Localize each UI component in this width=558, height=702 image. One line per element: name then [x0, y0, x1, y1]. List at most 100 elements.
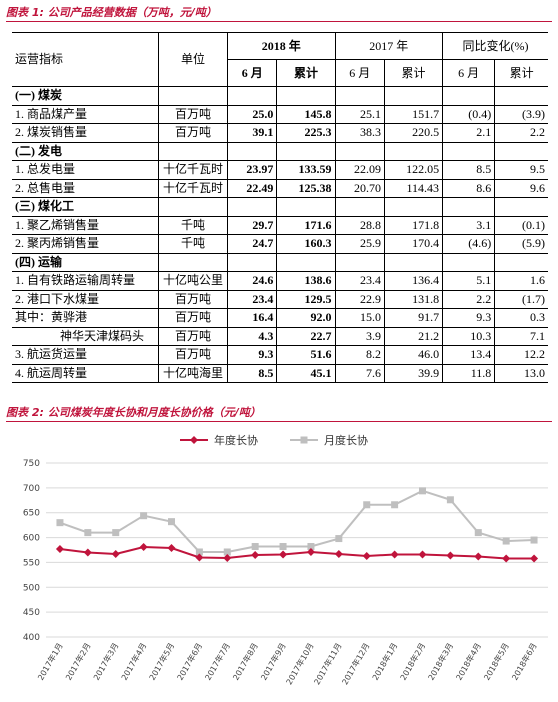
table-cell: 运营指标: [12, 32, 159, 87]
table-cell: 4. 航运周转量: [12, 364, 159, 383]
table-row: (四) 运输: [12, 253, 548, 272]
x-tick-label: 2017年7月: [203, 641, 232, 682]
table-cell: 45.1: [276, 364, 336, 383]
table-row: 运营指标 单位 2018 年 2017 年 同比变化(%): [12, 32, 548, 87]
point: [363, 501, 371, 509]
table-cell: [276, 197, 336, 216]
x-tick-label: 2017年6月: [175, 641, 204, 682]
table-row: 1. 自有铁路运输周转量 十亿吨公里 24.6 138.6 23.4 136.4 5.1 1.…: [12, 271, 548, 290]
table-row: 其中：黄骅港 百万吨 16.4 92.0 15.0 91.7 9.3 0.3: [12, 308, 548, 327]
table-cell: (0.1): [522, 217, 545, 232]
table-cell: 累计: [276, 59, 336, 87]
table-cell: [495, 253, 548, 272]
table-cell: 8.2: [335, 345, 385, 364]
table-cell: 51.6: [276, 345, 336, 364]
y-tick-label: 550: [23, 558, 40, 568]
point: [307, 543, 315, 551]
table-cell: 23.4: [227, 290, 278, 309]
table-cell: 8.5: [442, 160, 496, 179]
x-tick-label: 2017年1月: [35, 641, 64, 682]
point: [334, 549, 343, 558]
table-cell: 8.6: [442, 179, 496, 198]
table-cell: 28.8: [335, 216, 385, 235]
table-cell: 6 月: [335, 59, 385, 87]
table-cell: 125.38: [276, 179, 336, 198]
x-tick-label: 2018年1月: [370, 641, 399, 682]
point: [140, 512, 148, 520]
table-cell: 145.8: [276, 105, 336, 124]
table-row: 1. 聚乙烯销售量 千吨 29.7 171.6 28.8 171.8 3.1 (0.1): [12, 216, 548, 235]
table-cell: [335, 142, 385, 161]
table-cell: 累计: [384, 59, 444, 87]
series-line: [59, 489, 535, 553]
point: [306, 547, 315, 556]
table-cell: 千吨: [158, 216, 228, 235]
table-cell: 2.2: [530, 125, 545, 140]
table-cell: [384, 253, 444, 272]
table-cell: 21.2: [384, 327, 444, 346]
table-cell: 25.1: [335, 105, 385, 124]
table-cell: [442, 253, 496, 272]
table-cell: 22.49: [227, 179, 278, 198]
table-cell: [335, 197, 385, 216]
table-cell: 29.7: [227, 216, 278, 235]
table-cell: 2. 港口下水煤量: [12, 290, 159, 309]
point: [362, 551, 371, 560]
table-cell: 百万吨: [158, 290, 228, 309]
y-tick-label: 650: [23, 509, 40, 519]
table-row: 神华天津煤码头 百万吨 4.3 22.7 3.9 21.2 10.3 7.1: [12, 327, 548, 346]
y-tick-label: 700: [23, 484, 40, 494]
table-cell: 22.9: [335, 290, 385, 309]
table-row: 6 月累计 6 月累计 6 月累计: [12, 59, 548, 87]
table-cell: 23.4: [335, 271, 385, 290]
table-cell: 同比变化(%): [462, 38, 529, 53]
table-cell: 171.6: [276, 216, 336, 235]
table-cell: [276, 86, 336, 105]
x-tick-label: 2017年3月: [91, 641, 120, 682]
table-cell: 6 月: [227, 59, 278, 87]
table-cell: [276, 253, 336, 272]
table-cell: 15.0: [335, 308, 385, 327]
table-cell: 151.7: [384, 105, 444, 124]
point: [418, 550, 427, 559]
point: [474, 552, 483, 561]
point: [195, 553, 204, 562]
point: [502, 537, 510, 545]
y-tick-label: 500: [23, 583, 40, 593]
table-cell: 138.6: [276, 271, 336, 290]
table-cell: 3.9: [335, 327, 385, 346]
table-cell: 3. 航运货运量: [12, 345, 159, 364]
table-cell: [335, 86, 385, 105]
point: [55, 545, 64, 554]
table-cell: 114.43: [384, 179, 444, 198]
x-tick-label: 2017年2月: [63, 641, 92, 682]
table-cell: 百万吨: [158, 308, 228, 327]
table-cell: 2.1: [442, 123, 496, 142]
point: [112, 529, 120, 537]
table-cell: (三) 煤化工: [12, 197, 159, 216]
x-tick-label: 2018年5月: [482, 641, 511, 682]
table-cell: 2. 煤炭销售量: [12, 123, 159, 142]
table-row: 1. 商品煤产量 百万吨 25.0 145.8 25.1 151.7 (0.4) (3.9): [12, 105, 548, 124]
point: [335, 535, 343, 543]
x-tick-label: 2017年11月: [312, 641, 344, 686]
table-cell: 170.4: [384, 234, 444, 253]
table-cell: 25.9: [335, 234, 385, 253]
table-cell: 4.3: [227, 327, 278, 346]
point: [446, 496, 454, 504]
point: [223, 548, 231, 556]
chart-caption: 图表 2: 公司煤炭年度长协和月度长协价格（元/吨）: [6, 406, 261, 419]
table-cell: 2. 总售电量: [12, 179, 159, 198]
point: [195, 548, 203, 556]
point: [474, 529, 482, 537]
table-cell: 累计: [509, 65, 534, 80]
table-cell: 百万吨: [158, 105, 228, 124]
table-cell: 91.7: [384, 308, 444, 327]
table-cell: [442, 197, 496, 216]
point: [251, 543, 259, 551]
table-cell: [384, 142, 444, 161]
table-cell: [384, 197, 444, 216]
y-tick-label: 400: [23, 633, 40, 643]
table-cell: [495, 142, 548, 161]
table-cell: 24.7: [227, 234, 278, 253]
